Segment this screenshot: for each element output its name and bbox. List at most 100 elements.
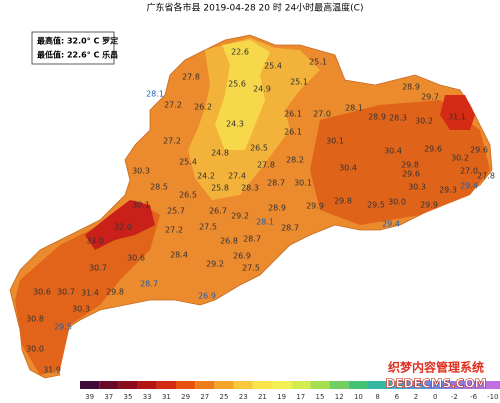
legend-swatch (137, 381, 157, 389)
legend-swatch (272, 381, 292, 389)
station-value: 30.3 (408, 183, 426, 192)
station-value: 27.5 (242, 264, 260, 273)
station-value: 30.0 (26, 345, 44, 354)
station-value: 26.1 (284, 128, 302, 137)
station-value: 28.7 (281, 224, 299, 233)
legend-swatch (291, 381, 311, 389)
info-box: 最高值: 32.0° C 罗定 最低值: 22.6° C 乐昌 (31, 31, 118, 65)
legend-label: 37 (104, 393, 113, 401)
legend-label: -6 (470, 393, 478, 401)
station-value: 30.3 (132, 167, 150, 176)
legend-label: 8 (375, 393, 379, 401)
station-value: 30.2 (415, 117, 433, 126)
legend-label: 2 (414, 393, 418, 401)
station-value: 24.2 (197, 172, 215, 181)
legend-label: 35 (124, 393, 133, 401)
station-value: 30.7 (57, 288, 75, 297)
station-value: 32.0 (114, 223, 132, 232)
station-value: 30.1 (132, 201, 150, 210)
legend-swatch (368, 381, 388, 389)
station-value: 30.6 (127, 254, 145, 263)
station-value: 27.0 (460, 167, 478, 176)
legend-label: 6 (395, 393, 400, 401)
region-hottest-west (85, 200, 155, 250)
legend-label: -2 (451, 393, 458, 401)
station-value: 29.6 (402, 170, 420, 179)
legend-swatch (195, 381, 215, 389)
station-value: 31.1 (448, 113, 466, 122)
station-value: 28.1 (345, 104, 363, 113)
station-value: 27.0 (313, 110, 331, 119)
station-value: 26.5 (250, 144, 268, 153)
station-value: 29.8 (401, 161, 419, 170)
station-value: 28.9 (368, 113, 386, 122)
legend-swatch (444, 381, 464, 389)
station-value: 29.2 (231, 212, 249, 221)
station-value: 26.2 (194, 103, 212, 112)
station-value: 26.8 (220, 237, 238, 246)
legend-label: 17 (296, 393, 305, 401)
legend-swatch (348, 381, 368, 389)
region-hottest-east (440, 95, 475, 130)
station-value: 28.7 (140, 280, 158, 289)
station-value: 30.7 (89, 264, 107, 273)
station-value: 28.3 (241, 184, 259, 193)
station-value: 25.4 (179, 158, 197, 167)
station-value: 28.7 (243, 235, 261, 244)
legend-label: 25 (220, 393, 229, 401)
legend-label: 27 (200, 393, 209, 401)
station-value: 29.7 (421, 93, 439, 102)
legend-label: 21 (258, 393, 267, 401)
station-value: 27.5 (199, 223, 217, 232)
station-value: 30.0 (388, 198, 406, 207)
station-value: 29.6 (424, 145, 442, 154)
legend-swatch (483, 381, 500, 389)
station-value: 27.2 (163, 137, 181, 146)
legend-swatch (156, 381, 176, 389)
station-value: 28.1 (146, 90, 164, 99)
station-value: 24.9 (253, 85, 271, 94)
map-title: 广东省各市县 2019-04-28 20 时 24小时最高温度(C) (147, 2, 364, 14)
station-value: 29.5 (54, 323, 72, 332)
station-value: 24.3 (226, 120, 244, 129)
station-value: 26.7 (209, 207, 227, 216)
legend-swatch (176, 381, 196, 389)
station-value: 27.4 (228, 172, 246, 181)
station-value: 28.5 (150, 183, 168, 192)
legend-swatch (310, 381, 330, 389)
info-min: 最低值: 22.6° C 乐昌 (37, 50, 118, 60)
legend-label: 31 (162, 393, 171, 401)
station-value: 29.5 (367, 201, 385, 210)
station-value: 31.4 (81, 289, 99, 298)
legend-label: 15 (316, 393, 325, 401)
legend-swatch (118, 381, 138, 389)
watermark-site: DEDECMS.COM (385, 377, 486, 391)
station-value: 28.1 (256, 218, 274, 227)
info-max: 最高值: 32.0° C 罗定 (37, 36, 118, 46)
station-value: 26.1 (284, 110, 302, 119)
region-cool (215, 40, 270, 150)
legend-label: 39 (85, 393, 94, 401)
station-value: 29.2 (206, 260, 224, 269)
legend-label: 19 (277, 393, 286, 401)
station-value: 30.2 (451, 154, 469, 163)
legend-swatch (80, 381, 100, 389)
station-value: 33.0 (86, 237, 104, 246)
legend-swatch (387, 381, 407, 389)
legend-swatch (425, 381, 445, 389)
station-value: 26.9 (233, 252, 251, 261)
station-value: 29.4 (382, 220, 400, 229)
station-value: 27.8 (182, 73, 200, 82)
station-value: 28.7 (267, 179, 285, 188)
station-value: 30.6 (33, 288, 51, 297)
station-value: 28.9 (268, 204, 286, 213)
station-value: 24.8 (211, 149, 229, 158)
station-value: 25.6 (228, 80, 246, 89)
watermark-name: 织梦内容管理系统 (388, 360, 484, 375)
legend-label: 23 (239, 393, 248, 401)
legend-swatch (252, 381, 272, 389)
station-value: 28.9 (402, 83, 420, 92)
station-value: 25.8 (211, 184, 229, 193)
station-value: 26.9 (198, 292, 216, 301)
